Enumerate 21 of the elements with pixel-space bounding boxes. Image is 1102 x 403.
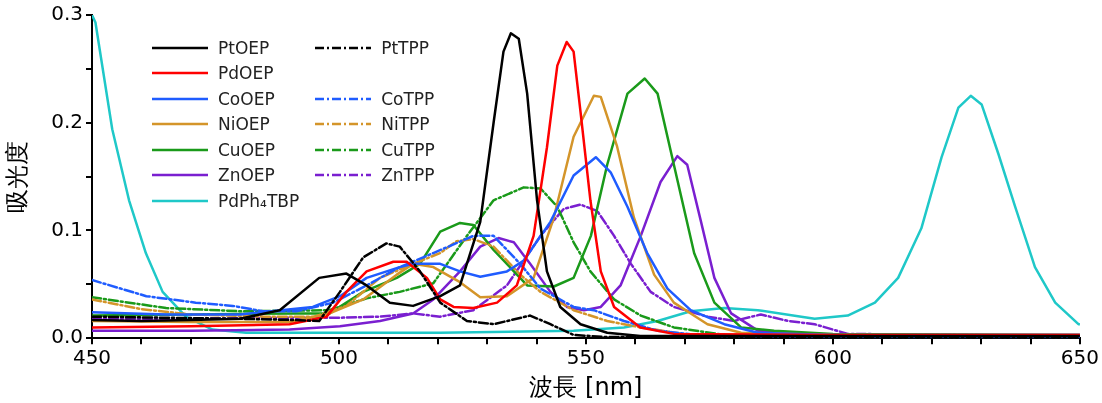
legend-label: NiOEP: [218, 114, 270, 135]
y-tick-label: 0.2: [51, 108, 83, 133]
legend-label: NiTPP: [381, 114, 430, 135]
legend-label: CoOEP: [218, 88, 275, 109]
x-tick-label: 650: [1060, 345, 1100, 370]
x-tick-label: 500: [319, 345, 359, 370]
x-tick-label: 600: [813, 345, 853, 370]
x-tick-label: 550: [566, 345, 606, 370]
legend-label: PdOEP: [218, 63, 274, 84]
y-tick-label: 0.1: [51, 216, 83, 241]
legend-label: PdPh₄TBP: [218, 190, 300, 211]
y-axis-title: 吸光度: [2, 140, 31, 213]
legend-label: ZnOEP: [218, 165, 275, 186]
y-tick-label: 0.3: [51, 1, 83, 26]
legend-label: CoTPP: [381, 88, 435, 109]
legend-label: PtOEP: [218, 37, 270, 58]
legend-label: CuTPP: [381, 139, 435, 160]
legend-label: ZnTPP: [381, 165, 435, 186]
legend-label: PtTPP: [381, 37, 429, 58]
legend-label: CuOEP: [218, 139, 276, 160]
x-axis-title: 波長 [nm]: [529, 372, 643, 401]
